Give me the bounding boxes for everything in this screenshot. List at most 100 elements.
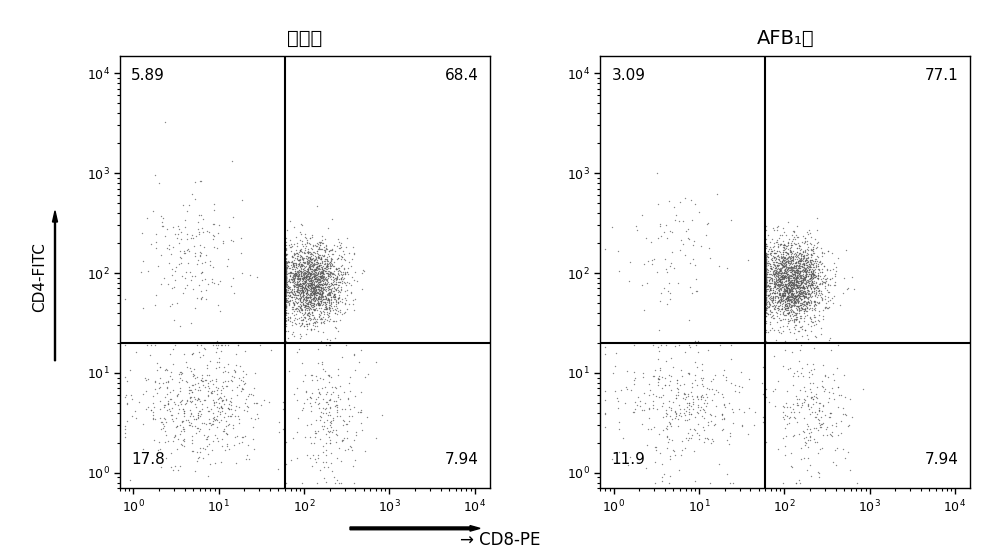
Point (775, 261, 791, 270)
Point (311, 254, 327, 263)
Point (760, 261, 776, 270)
Point (844, 272, 860, 281)
Point (303, 289, 319, 297)
Point (283, 275, 299, 284)
Point (310, 281, 326, 290)
Point (828, 263, 844, 271)
Point (781, 300, 797, 309)
Point (783, 275, 799, 284)
Point (303, 297, 319, 306)
Point (758, 295, 774, 304)
Point (302, 290, 318, 299)
Point (770, 297, 786, 306)
Point (772, 264, 788, 273)
Point (218, 382, 234, 391)
Point (303, 280, 319, 289)
Point (176, 246, 192, 255)
Point (312, 300, 328, 309)
Point (339, 427, 355, 436)
Point (312, 279, 328, 288)
Point (814, 420, 830, 428)
Point (758, 270, 774, 279)
Point (320, 295, 336, 304)
Point (284, 308, 300, 317)
Point (817, 385, 833, 393)
Point (671, 401, 687, 410)
Point (334, 253, 350, 261)
Point (786, 408, 802, 417)
Point (303, 275, 319, 284)
Point (795, 276, 811, 285)
Point (780, 306, 796, 315)
Point (335, 420, 351, 429)
Point (188, 429, 204, 438)
Point (778, 254, 794, 263)
Point (758, 273, 774, 282)
Point (788, 294, 804, 303)
Point (778, 260, 794, 269)
Point (773, 239, 789, 248)
Point (763, 246, 779, 255)
Point (209, 244, 225, 253)
Point (661, 197, 677, 206)
Point (819, 422, 835, 431)
Point (686, 425, 702, 433)
Point (309, 288, 325, 297)
Point (696, 413, 712, 422)
Point (630, 393, 646, 402)
Point (791, 261, 807, 270)
Point (304, 288, 320, 297)
Point (285, 275, 301, 284)
Point (788, 312, 804, 321)
Point (321, 371, 337, 380)
Point (776, 268, 792, 276)
Point (299, 238, 315, 246)
Point (313, 255, 329, 264)
Text: 77.1: 77.1 (925, 68, 959, 83)
Point (322, 258, 338, 266)
Point (707, 371, 723, 380)
Point (288, 293, 304, 302)
Point (298, 317, 314, 326)
Point (798, 279, 814, 288)
Point (788, 251, 804, 260)
Point (785, 274, 801, 283)
Point (206, 279, 222, 287)
Point (283, 274, 299, 283)
Point (278, 272, 294, 281)
Point (291, 301, 307, 310)
Point (783, 314, 799, 323)
Point (292, 274, 308, 283)
Point (758, 304, 774, 313)
Point (797, 284, 813, 292)
Point (117, 373, 133, 382)
Point (293, 292, 309, 301)
Point (795, 281, 811, 290)
Point (796, 317, 812, 326)
Point (816, 272, 832, 281)
Point (809, 437, 825, 446)
Point (784, 269, 800, 278)
Point (804, 270, 820, 279)
Point (213, 401, 229, 410)
Point (708, 386, 724, 395)
Point (174, 376, 190, 385)
Point (795, 281, 811, 290)
Point (766, 253, 782, 261)
Point (784, 253, 800, 261)
Point (768, 254, 784, 263)
Point (647, 478, 663, 487)
Point (312, 241, 328, 250)
Point (770, 274, 786, 283)
Point (304, 278, 320, 287)
Point (145, 398, 161, 407)
Point (788, 298, 804, 307)
Point (322, 305, 338, 314)
Point (763, 273, 779, 282)
Point (314, 300, 330, 309)
Point (333, 285, 349, 294)
Point (763, 255, 779, 264)
Point (801, 279, 817, 287)
Point (789, 398, 805, 407)
Point (758, 299, 774, 308)
